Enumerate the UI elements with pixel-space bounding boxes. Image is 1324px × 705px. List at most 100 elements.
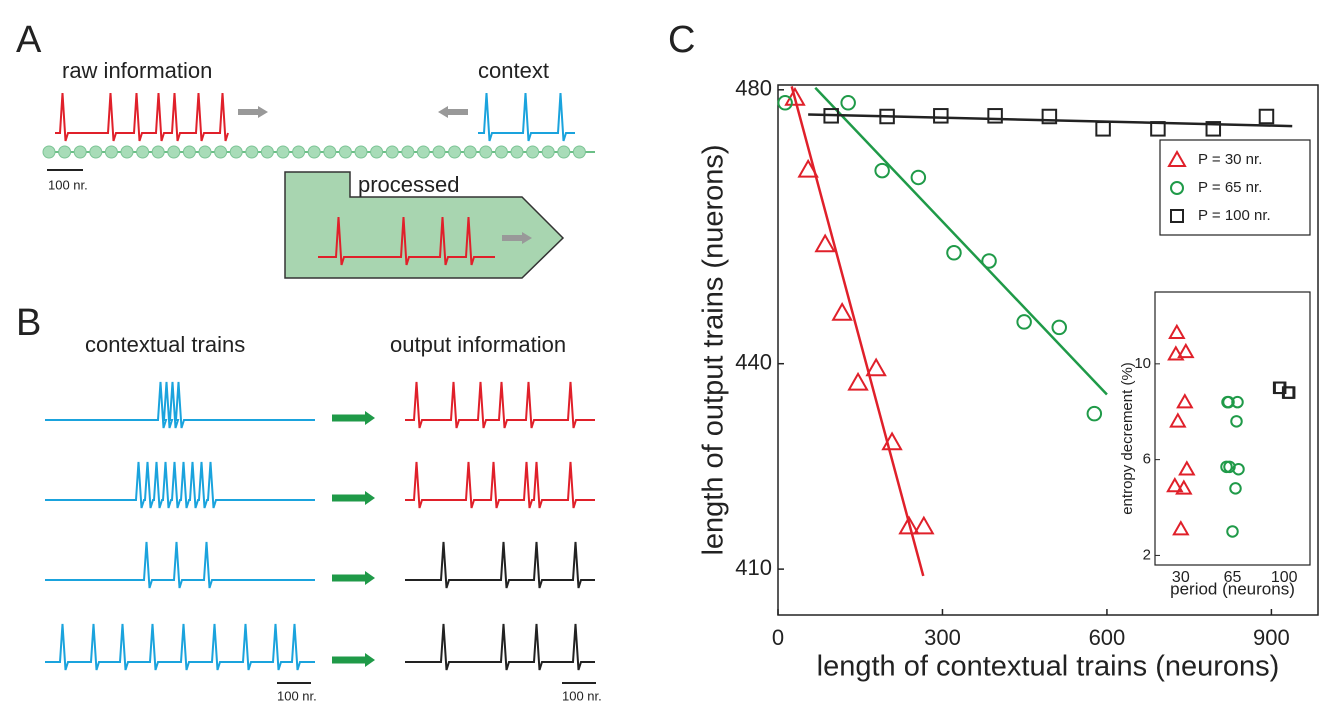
scale-label: 100 nr. (48, 177, 88, 192)
marker (874, 162, 890, 179)
bead (323, 145, 337, 159)
marker (1230, 415, 1243, 428)
spike-train (45, 623, 315, 671)
marker (987, 108, 1003, 124)
marker (1177, 342, 1195, 359)
bead (448, 145, 462, 159)
spike-train (478, 92, 575, 142)
arrow (332, 411, 375, 425)
bead (479, 145, 493, 159)
legend-marker (1170, 181, 1184, 195)
bead (260, 145, 274, 159)
x-tick-label: 300 (924, 625, 961, 650)
x-axis-label: period (neurons) (1170, 579, 1295, 598)
chart: 0 300 600 900 410 440 480 length of contextual … (698, 76, 1319, 683)
spike-train (45, 461, 315, 509)
x-tick-label: 100 (1271, 569, 1298, 586)
bead (510, 145, 524, 159)
bead (354, 145, 368, 159)
bead (214, 145, 228, 159)
marker (913, 515, 935, 535)
bead (307, 145, 321, 159)
x-tick-label: 900 (1253, 625, 1290, 650)
y-axis-label: length of output trains (nuerons) (698, 144, 730, 555)
marker (1095, 121, 1111, 137)
bead (167, 145, 181, 159)
bead (416, 145, 430, 159)
y-tick-label: 440 (735, 350, 772, 375)
marker (1229, 482, 1242, 495)
processed-box (284, 171, 565, 279)
label: processed (358, 172, 460, 197)
arrow (332, 653, 375, 667)
marker (933, 108, 949, 124)
marker (831, 302, 853, 321)
legend-label: P = 65 nr. (1198, 179, 1262, 196)
fit-line (808, 113, 1293, 128)
bead (198, 145, 212, 159)
spike-trains (55, 92, 575, 266)
marker (1168, 323, 1186, 339)
y-axis-label: entropy decrement (%) (1119, 362, 1136, 515)
panel-label: C (668, 19, 695, 61)
plot-frame (777, 84, 1319, 616)
bead (229, 145, 243, 159)
bead (541, 145, 555, 159)
bead (401, 145, 415, 159)
marker (1167, 345, 1185, 361)
marker (1178, 460, 1196, 476)
y-tick-label: 480 (735, 76, 772, 101)
arrow (332, 571, 375, 585)
marker (1150, 121, 1166, 137)
arrow (238, 106, 268, 118)
marker (898, 515, 920, 535)
spike-train (405, 541, 595, 589)
legend-marker (1170, 209, 1184, 223)
bead (42, 145, 56, 159)
marker (1226, 525, 1239, 538)
marker (777, 95, 793, 111)
x-tick-label: 30 (1172, 569, 1190, 586)
marker (1176, 393, 1194, 409)
x-tick-label: 0 (772, 625, 784, 650)
bead (338, 145, 352, 159)
bead (151, 145, 165, 159)
marker (1281, 386, 1295, 399)
marker (910, 169, 927, 186)
bead (73, 145, 87, 159)
marker (1041, 108, 1058, 125)
marker (879, 108, 895, 125)
legend-marker (1167, 149, 1187, 167)
marker (1016, 314, 1032, 330)
legend-box (1159, 139, 1311, 236)
spike-train (55, 92, 229, 142)
label: context (478, 58, 549, 83)
bead (89, 145, 103, 159)
bead (494, 145, 508, 159)
bead (370, 145, 384, 159)
spike-train (405, 461, 595, 509)
bead (120, 145, 134, 159)
label: contextual trains (85, 332, 245, 357)
legend-label: P = 100 nr. (1198, 207, 1271, 224)
spike-train (405, 623, 595, 671)
scale-label: 100 nr. (562, 688, 602, 703)
marker (1221, 395, 1234, 409)
marker (784, 86, 806, 106)
y-tick-label: 6 (1143, 451, 1151, 468)
panel-label: A (16, 19, 42, 61)
marker (865, 357, 887, 377)
bead (276, 145, 290, 159)
inset-frame (1154, 291, 1311, 566)
bead (463, 145, 477, 159)
marker (1258, 108, 1275, 125)
marker (1220, 460, 1233, 474)
bead (526, 145, 540, 159)
spike-train (45, 381, 315, 429)
x-tick-label: 65 (1224, 569, 1242, 586)
marker (946, 245, 962, 261)
scale-label: 100 nr. (277, 688, 317, 703)
panel-label: B (16, 302, 41, 344)
marker (823, 108, 839, 124)
marker (814, 233, 836, 253)
